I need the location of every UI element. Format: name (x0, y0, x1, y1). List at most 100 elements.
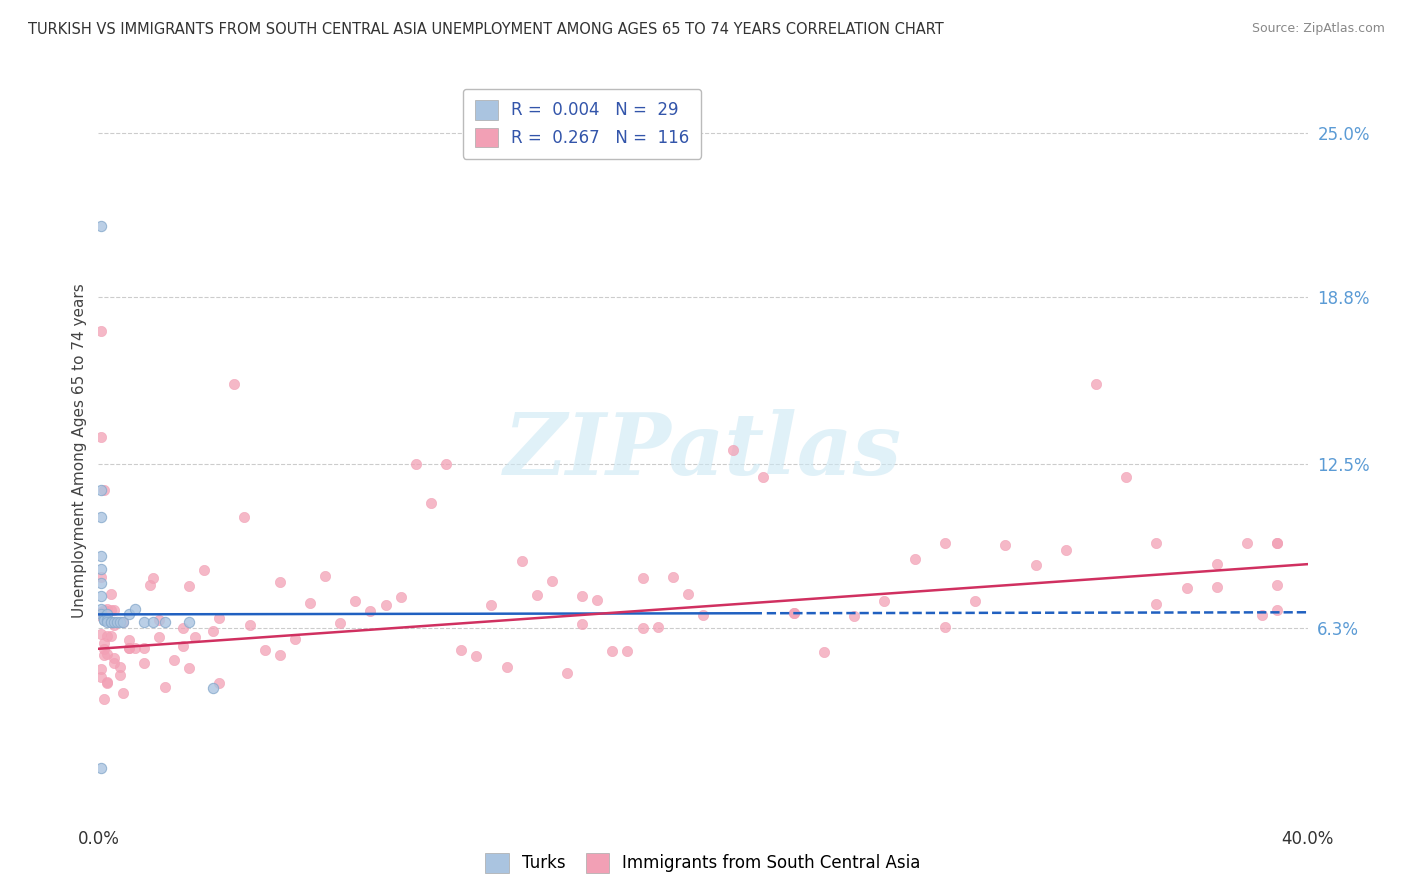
Point (1267, 536, 1289, 550)
Point (1267, 603, 1289, 617)
Point (90, 325, 112, 339)
Point (100, 615, 122, 630)
Point (96, 629, 118, 643)
Point (602, 644, 624, 658)
Point (360, 604, 382, 618)
Point (571, 616, 593, 631)
Point (148, 613, 170, 627)
Point (96, 647, 118, 661)
Point (571, 589, 593, 603)
Point (844, 608, 866, 623)
Point (118, 607, 141, 622)
Point (202, 624, 225, 638)
Point (647, 620, 669, 634)
Point (193, 562, 215, 576)
Point (93, 641, 115, 656)
Point (90, 570, 112, 584)
Point (118, 632, 141, 647)
Point (90, 607, 112, 622)
Point (153, 615, 176, 630)
Point (103, 603, 125, 617)
Text: TURKISH VS IMMIGRANTS FROM SOUTH CENTRAL ASIA UNEMPLOYMENT AMONG AGES 65 TO 74 Y: TURKISH VS IMMIGRANTS FROM SOUTH CENTRAL… (28, 22, 943, 37)
Point (329, 616, 352, 631)
Point (314, 569, 336, 583)
Point (108, 615, 131, 630)
Point (90, 562, 112, 576)
Point (90, 219, 112, 233)
Point (405, 457, 427, 471)
Point (111, 615, 134, 629)
Point (631, 622, 654, 636)
Point (420, 496, 443, 510)
Point (90, 483, 112, 497)
Point (965, 594, 987, 608)
Point (450, 643, 472, 657)
Point (269, 648, 291, 662)
Point (108, 668, 131, 682)
Point (90, 670, 112, 684)
Point (184, 630, 207, 644)
Point (124, 641, 146, 656)
Point (96, 676, 118, 690)
Point (100, 629, 122, 643)
Point (934, 620, 956, 634)
Point (1206, 557, 1229, 571)
Point (616, 644, 638, 658)
Point (103, 657, 125, 671)
Point (344, 594, 367, 608)
Point (118, 640, 141, 655)
Legend: Turks, Immigrants from South Central Asia: Turks, Immigrants from South Central Asi… (478, 847, 928, 880)
Point (232, 509, 254, 524)
Point (1144, 536, 1167, 550)
Point (153, 680, 176, 694)
Point (1054, 543, 1077, 558)
Point (465, 648, 488, 663)
Point (1085, 377, 1108, 392)
Point (1115, 470, 1137, 484)
Point (163, 653, 186, 667)
Point (495, 660, 517, 674)
Point (90, 509, 112, 524)
Point (93, 691, 115, 706)
Point (269, 574, 291, 589)
Point (90, 662, 112, 676)
Point (374, 598, 396, 612)
Point (1024, 558, 1046, 573)
Text: ZIPatlas: ZIPatlas (503, 409, 903, 492)
Point (172, 621, 194, 635)
Point (1175, 582, 1198, 596)
Point (555, 666, 578, 681)
Point (132, 615, 155, 630)
Point (103, 618, 125, 632)
Point (142, 571, 165, 585)
Point (1251, 607, 1274, 622)
Point (904, 551, 927, 566)
Point (93, 610, 115, 624)
Point (93, 483, 115, 497)
Point (142, 615, 165, 630)
Point (1236, 536, 1258, 550)
Point (96, 675, 118, 690)
Point (90, 430, 112, 444)
Point (783, 606, 806, 620)
Point (93, 613, 115, 627)
Point (96, 613, 118, 627)
Point (111, 686, 134, 700)
Point (100, 603, 122, 617)
Point (389, 591, 412, 605)
Point (96, 607, 118, 622)
Point (208, 611, 231, 625)
Point (676, 587, 699, 601)
Point (540, 574, 562, 588)
Point (994, 538, 1017, 552)
Point (96, 615, 118, 630)
Text: Source: ZipAtlas.com: Source: ZipAtlas.com (1251, 22, 1385, 36)
Point (132, 640, 155, 655)
Point (752, 470, 775, 484)
Point (148, 630, 170, 644)
Point (100, 615, 122, 630)
Point (873, 594, 896, 608)
Point (253, 643, 276, 657)
Point (481, 598, 503, 612)
Point (90, 602, 112, 616)
